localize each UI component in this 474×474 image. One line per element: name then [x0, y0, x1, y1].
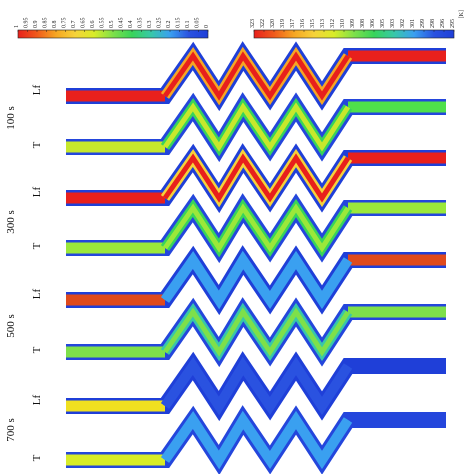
lf-colorbar-tick-label: 0.1 — [185, 21, 191, 29]
temperature-colorbar-tick-label: 308 — [360, 19, 366, 28]
temperature-colorbar-tick-label: 305 — [380, 19, 386, 28]
lf-colorbar-tick-label: 0.25 — [157, 18, 163, 29]
contour-row-t-700s: T — [31, 405, 446, 474]
temperature-colorbar-tick-label: 313 — [320, 19, 326, 28]
contour-row-t-300s: T — [31, 193, 446, 264]
temperature-colorbar-tick-label: 320 — [270, 19, 276, 28]
contour-row-t-500s: T — [31, 297, 446, 368]
contour-row-lf-700s: Lf — [31, 351, 446, 422]
contour-row-t-100s: T — [31, 92, 446, 163]
time-label: 700 s — [5, 418, 17, 442]
zigzag-field-core — [162, 415, 351, 465]
temperature-colorbar-tick-label: 317 — [290, 19, 296, 28]
lf-colorbar-tick-label: 0.7 — [71, 21, 77, 29]
lf-colorbar-tick-label: 1 — [14, 25, 20, 28]
temperature-colorbar-tick-label: 323 — [250, 19, 256, 28]
lf-colorbar-tick-label: 0.8 — [52, 21, 58, 29]
lf-colorbar-tick-label: 0.4 — [128, 21, 134, 29]
contour-row-lf-500s: Lf — [31, 245, 446, 316]
field-label: T — [31, 454, 43, 461]
lf-colorbar-tick-label: 0.9 — [33, 21, 39, 29]
lf-colorbar-tick-label: 0.5 — [109, 21, 115, 29]
temperature-colorbar-tick-label: 312 — [330, 19, 336, 28]
temperature-colorbar-tick-label: 310 — [340, 19, 346, 28]
temperature-colorbar-tick-label: 322 — [260, 19, 266, 28]
time-label: 500 s — [5, 314, 17, 338]
time-label: 300 s — [5, 210, 17, 234]
contour-rows: Lf T Lf T Lf T Lf T — [31, 41, 446, 474]
lf-colorbar-tick-label: 0.45 — [119, 18, 125, 29]
temperature-colorbar-tick-label: 303 — [390, 19, 396, 28]
lf-colorbar-tick-label: 0.3 — [147, 21, 153, 29]
zigzag-field-core — [162, 361, 351, 411]
lf-colorbar-tick-label: 0.55 — [100, 18, 106, 29]
temperature-colorbar: 323 322 320 319 317 316 315 313 312 310 309 308 306 3… — [250, 10, 465, 39]
zigzag-field-core — [162, 255, 351, 305]
lf-colorbar-tick-label: 0.95 — [24, 18, 30, 29]
contour-row-lf-300s: Lf — [31, 143, 446, 214]
temperature-colorbar-tick-label: 295 — [450, 19, 456, 28]
field-label: T — [31, 346, 43, 353]
temperature-unit-label: [K] — [459, 10, 465, 18]
temperature-colorbar-tick-label: 315 — [310, 19, 316, 28]
temperature-colorbar-tick-label: 319 — [280, 19, 286, 28]
temperature-colorbar-tick-label: 301 — [410, 19, 416, 28]
temperature-colorbar-tick-label: 306 — [370, 19, 376, 28]
lf-colorbar-tick-label: 0.85 — [43, 18, 49, 29]
zigzag-field-core — [162, 51, 351, 101]
zigzag-field-core — [162, 203, 351, 253]
lf-colorbar-tick-label: 0.15 — [176, 18, 182, 29]
lf-colorbar-tick-label: 0.75 — [62, 18, 68, 29]
temperature-colorbar-tick-label: 299 — [420, 19, 426, 28]
lf-colorbar-tick-label: 0.2 — [166, 21, 172, 29]
time-label: 100 s — [5, 106, 17, 130]
field-label: T — [31, 141, 43, 148]
temperature-colorbar-tick-label: 296 — [440, 19, 446, 28]
temperature-colorbar-tick-label: 316 — [300, 19, 306, 28]
field-label: T — [31, 242, 43, 249]
zigzag-field-core — [162, 153, 351, 203]
lf-colorbar: 1 0.95 0.9 0.85 0.8 0.75 0.7 0.65 0.6 0.55 0.5 0.45… — [14, 18, 210, 39]
lf-colorbar-tick-label: 0.6 — [90, 21, 96, 29]
lf-colorbar-tick-label: 0.65 — [81, 18, 87, 29]
lf-colorbar-tick-label: 0 — [204, 25, 210, 28]
field-label: Lf — [31, 288, 43, 299]
zigzag-field-core — [162, 307, 351, 357]
temperature-colorbar-tick-label: 298 — [430, 19, 436, 28]
field-label: Lf — [31, 84, 43, 95]
time-labels: 100 s 300 s 500 s 700 s — [5, 106, 17, 442]
contour-row-lf-100s: Lf — [31, 41, 446, 112]
field-label: Lf — [31, 394, 43, 405]
temperature-colorbar-tick-label: 302 — [400, 19, 406, 28]
zigzag-field-core — [162, 102, 351, 152]
field-label: Lf — [31, 186, 43, 197]
lf-colorbar-tick-label: 0.05 — [195, 18, 201, 29]
temperature-colorbar-tick-label: 309 — [350, 19, 356, 28]
lf-colorbar-tick-label: 0.35 — [138, 18, 144, 29]
